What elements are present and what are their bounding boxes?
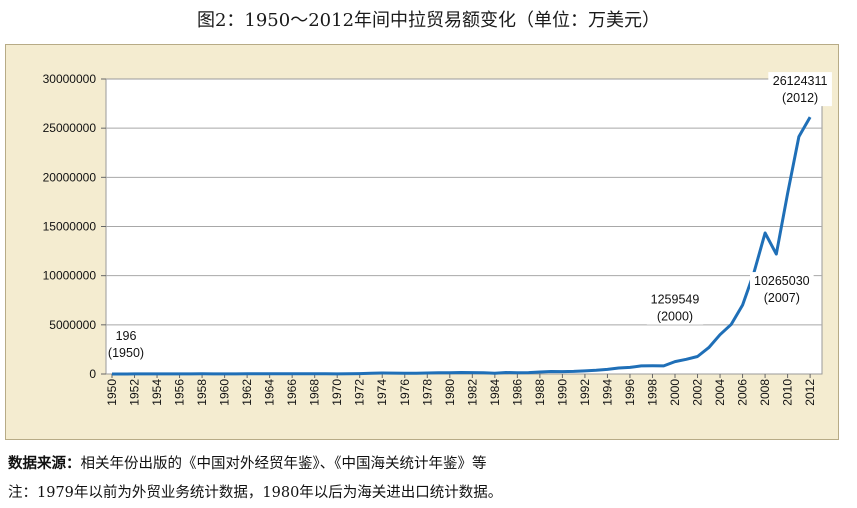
x-tick-label: 1986 xyxy=(510,379,524,406)
x-tick-label: 1972 xyxy=(353,379,367,406)
annotation-year: (2007) xyxy=(764,291,800,305)
x-tick-label: 1950 xyxy=(105,379,119,406)
gridlines xyxy=(106,127,822,326)
source-line: 数据来源：相关年份出版的《中国对外经贸年鉴》、《中国海关统计年鉴》等 xyxy=(8,452,487,473)
annotation-year: (2000) xyxy=(657,310,693,324)
x-tick-label: 1960 xyxy=(218,379,232,406)
x-tick-label: 1976 xyxy=(398,379,412,406)
x-tick-label: 2012 xyxy=(803,379,817,406)
annotation-value: 196 xyxy=(116,329,137,343)
x-tick-label: 1964 xyxy=(263,379,277,406)
x-tick-label: 2004 xyxy=(713,379,727,406)
x-tick-label: 1952 xyxy=(128,379,142,406)
x-tick-label: 1998 xyxy=(645,379,659,406)
x-tick-label: 2000 xyxy=(668,379,682,406)
y-tick-label: 15000000 xyxy=(43,220,97,234)
x-tick-label: 1970 xyxy=(330,379,344,406)
x-tick-label: 1958 xyxy=(195,379,209,406)
annotation-value: 10265030 xyxy=(754,274,810,288)
annotation-bg xyxy=(646,290,704,325)
y-axis-ticks: 0 5000000 10000000 15000000 20000000 25000000… xyxy=(43,72,106,381)
x-tick-label: 1988 xyxy=(533,379,547,406)
chart-title: 图2：1950～2012年间中拉贸易额变化（单位：万美元） xyxy=(196,10,661,31)
x-tick-label: 1982 xyxy=(465,379,479,406)
x-tick-label: 1994 xyxy=(600,379,614,406)
y-tick-label: 20000000 xyxy=(43,170,97,184)
x-tick-label: 1974 xyxy=(375,379,389,406)
note-line: 注：1979年以前为外贸业务统计数据，1980年以后为海关进出口统计数据。 xyxy=(8,485,503,501)
x-tick-label: 1996 xyxy=(623,379,637,406)
x-tick-label: 1956 xyxy=(173,379,187,406)
annotation-bg xyxy=(750,272,814,307)
x-tick-label: 1966 xyxy=(285,379,299,406)
annotation-year: (1950) xyxy=(108,346,144,360)
x-tick-label: 1990 xyxy=(555,379,569,406)
x-tick-label: 1980 xyxy=(443,379,457,406)
x-tick-label: 1992 xyxy=(578,379,592,406)
annotation-value: 26124311 xyxy=(773,74,828,88)
source-text: 相关年份出版的《中国对外经贸年鉴》、《中国海关统计年鉴》等 xyxy=(80,456,487,472)
y-tick-label: 5000000 xyxy=(49,318,96,332)
y-tick-label: 10000000 xyxy=(43,269,97,283)
x-tick-label: 1978 xyxy=(420,379,434,406)
x-tick-label: 2006 xyxy=(736,379,750,406)
x-tick-label: 2010 xyxy=(781,379,795,406)
x-tick-label: 1954 xyxy=(150,379,164,406)
x-tick-label: 1962 xyxy=(240,379,254,406)
series-line xyxy=(112,116,812,376)
x-axis-ticks: 1950 1952 1954 1956 1958 1960 1962 1964 1966 1968… xyxy=(105,374,817,406)
data-annotations: 196 (1950) 1259549 (2000) 10265030 (2007) 2612… xyxy=(108,72,832,360)
annotation-bg xyxy=(768,72,832,107)
x-tick-label: 2008 xyxy=(758,379,772,406)
y-tick-label: 25000000 xyxy=(43,121,97,135)
y-tick-label: 30000000 xyxy=(43,72,97,86)
annotation-value: 1259549 xyxy=(651,293,700,307)
y-tick-label: 0 xyxy=(89,367,96,381)
annotation-year: (2012) xyxy=(782,91,818,105)
source-label: 数据来源： xyxy=(8,455,81,472)
x-tick-label: 1968 xyxy=(308,379,322,406)
x-tick-label: 1984 xyxy=(488,379,502,406)
x-tick-label: 2002 xyxy=(691,379,705,406)
